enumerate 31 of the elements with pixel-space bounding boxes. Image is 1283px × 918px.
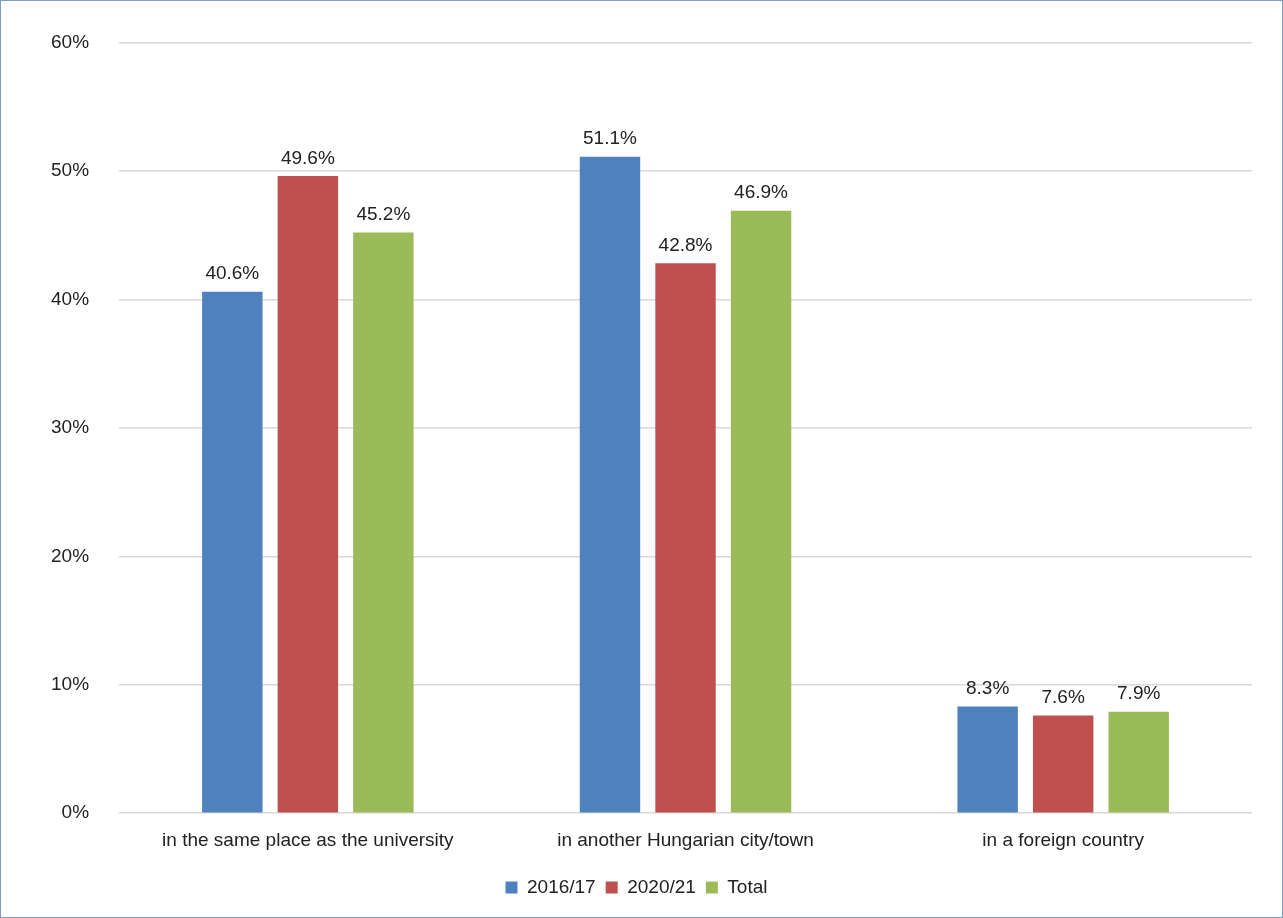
- text: 51.1%: [583, 127, 637, 149]
- bar: [1032, 715, 1094, 813]
- x-tick-label: in another Hungarian city/town: [557, 828, 814, 850]
- y-tick-label: 50%: [51, 159, 90, 181]
- legend-label: 2016/17: [527, 875, 596, 897]
- x-tick-label: in the same place as the university: [162, 828, 455, 850]
- y-tick-label: 20%: [51, 544, 90, 566]
- bar: [277, 176, 339, 813]
- y-tick-label: 40%: [51, 287, 90, 309]
- bar: [655, 263, 716, 813]
- bar: [202, 291, 263, 813]
- text: 8.3%: [965, 677, 1010, 699]
- y-tick-label: 10%: [51, 672, 90, 694]
- x-tick-label: in a foreign country: [982, 828, 1145, 850]
- bar: [730, 210, 792, 813]
- text: 45.2%: [356, 203, 411, 225]
- y-tick-label: 0%: [61, 801, 90, 823]
- legend-label: 2020/21: [627, 875, 696, 897]
- bar: [957, 706, 1018, 813]
- bar: [353, 232, 414, 813]
- text: 7.6%: [1041, 686, 1085, 708]
- text: 49.6%: [280, 146, 335, 168]
- text: 42.8%: [658, 234, 713, 256]
- legend-label: Total: [727, 875, 768, 897]
- y-tick-label: 60%: [51, 30, 90, 52]
- text: 7.9%: [1117, 682, 1161, 704]
- y-tick-label: 30%: [51, 416, 90, 438]
- bar: [1108, 711, 1169, 813]
- bar: [579, 156, 641, 813]
- text: 46.9%: [734, 181, 788, 203]
- text: 40.6%: [205, 262, 260, 284]
